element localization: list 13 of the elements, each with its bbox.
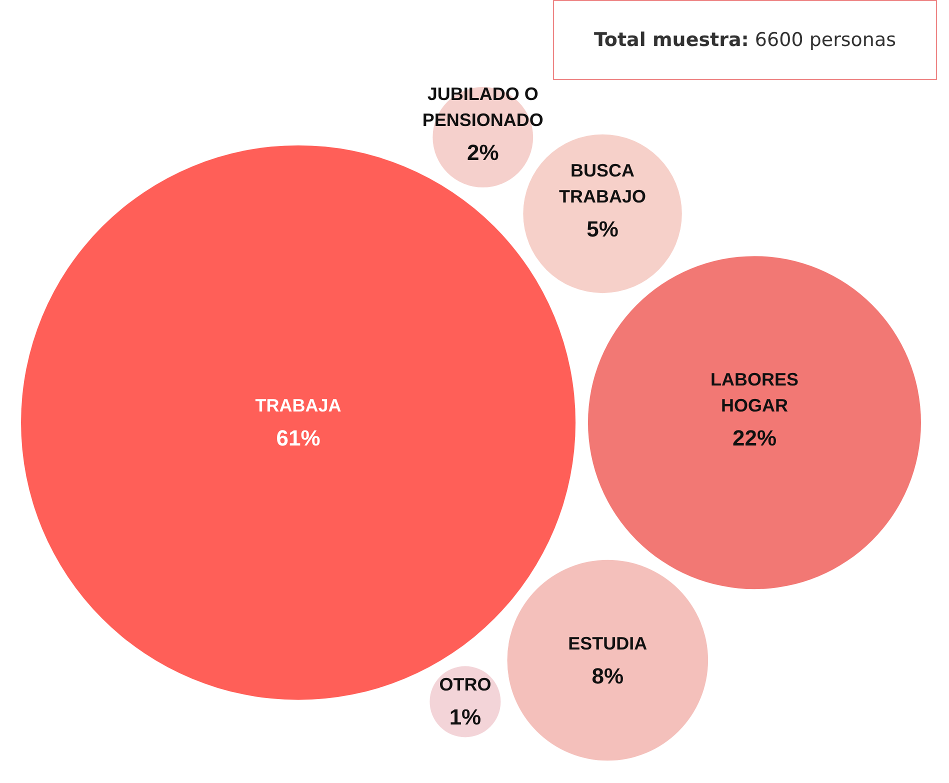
data-label: 22% bbox=[732, 426, 777, 451]
data-label: 2% bbox=[466, 140, 499, 166]
data-label: 5% bbox=[586, 216, 618, 242]
category-label: BUSCA TRABAJO bbox=[559, 160, 646, 207]
category-label: OTRO bbox=[439, 674, 492, 695]
text: Total muestra: 6600 personas bbox=[552, 0, 937, 80]
category-label: LABORES HOGAR bbox=[710, 370, 798, 416]
data-label: 61% bbox=[276, 426, 320, 451]
category-label: TRABAJA bbox=[255, 396, 342, 416]
category-label: JUBILADO O PENSIONADO bbox=[422, 84, 544, 130]
data-label: 8% bbox=[592, 663, 624, 688]
category-label: ESTUDIA bbox=[568, 633, 648, 654]
data-label: 1% bbox=[449, 704, 482, 730]
